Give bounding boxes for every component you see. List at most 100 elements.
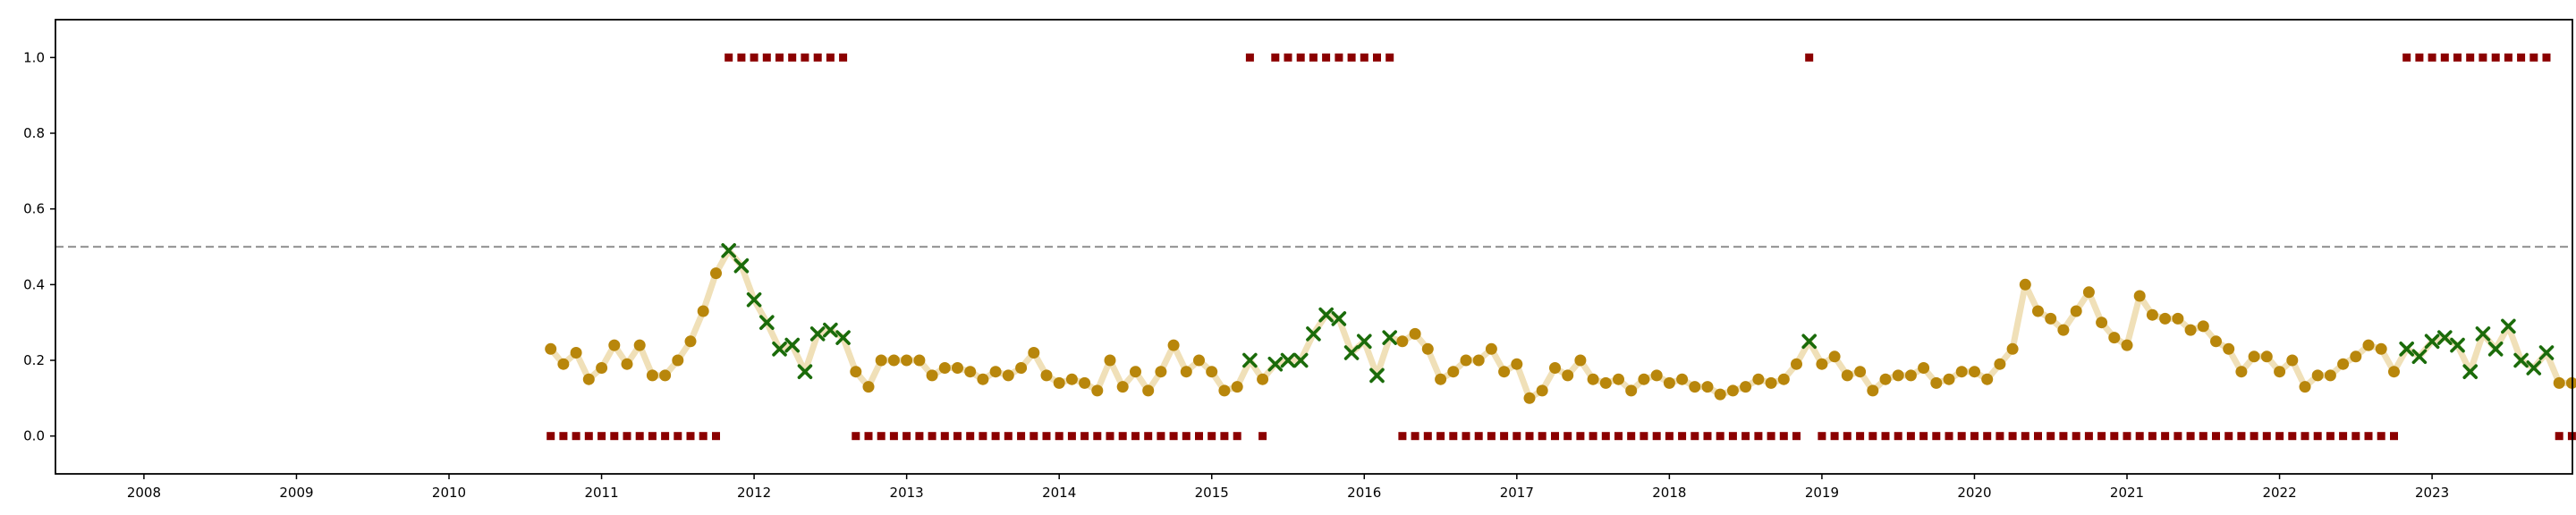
score-point	[1485, 342, 1497, 355]
y-tick-label: 0.6	[23, 201, 45, 217]
label-marker	[2491, 53, 2500, 62]
label-marker	[1347, 53, 1356, 62]
label-marker	[1983, 432, 1992, 441]
score-point	[2286, 354, 2299, 367]
label-marker	[2021, 432, 2029, 441]
score-point	[2210, 335, 2222, 348]
flagged-point	[2462, 364, 2479, 380]
score-point	[1435, 373, 1447, 385]
score-point	[1828, 350, 1841, 363]
label-marker	[1373, 53, 1381, 62]
flagged-point	[2501, 318, 2516, 334]
flagged-point	[835, 330, 851, 345]
label-marker	[2059, 432, 2068, 441]
label-marker	[2224, 432, 2233, 441]
score-point	[1015, 362, 1028, 374]
score-point	[2133, 290, 2146, 302]
label-marker	[1462, 432, 1470, 441]
label-marker	[1131, 432, 1140, 441]
score-point	[1536, 384, 1548, 397]
label-marker	[1665, 432, 1674, 441]
label-marker	[1843, 432, 1852, 441]
score-point	[1841, 369, 1853, 382]
score-point	[862, 381, 875, 393]
flagged-point	[1331, 311, 1347, 326]
score-point	[1867, 384, 1879, 397]
label-marker	[648, 432, 657, 441]
flagged-point	[772, 341, 787, 357]
flagged-point	[1369, 367, 1385, 384]
score-point	[2019, 278, 2031, 291]
score-point	[596, 362, 608, 374]
label-marker	[2262, 432, 2271, 441]
label-marker	[2250, 432, 2258, 441]
score-point	[2337, 358, 2350, 370]
label-marker	[1106, 432, 1114, 441]
label-marker	[635, 432, 644, 441]
score-point	[2184, 324, 2197, 336]
flagged-point	[1306, 326, 1321, 342]
score-point	[1854, 366, 1867, 378]
label-marker	[1601, 432, 1610, 441]
label-marker	[915, 432, 924, 441]
label-marker	[1957, 432, 1966, 441]
score-point	[2082, 286, 2095, 299]
label-marker	[1563, 432, 1572, 441]
score-point	[2375, 342, 2387, 355]
label-marker	[610, 432, 619, 441]
x-tick-label: 2008	[127, 485, 161, 501]
label-marker	[979, 432, 987, 441]
flagged-point	[823, 322, 838, 338]
score-point	[646, 369, 658, 382]
label-marker	[1589, 432, 1597, 441]
label-marker	[1551, 432, 1559, 441]
label-marker	[1728, 432, 1737, 441]
score-point	[2223, 342, 2235, 355]
label-marker	[813, 53, 822, 62]
label-marker	[1500, 432, 1509, 441]
flagged-point	[784, 337, 801, 353]
label-marker	[1576, 432, 1585, 441]
label-marker	[889, 432, 898, 441]
flagged-point	[1343, 345, 1360, 360]
label-marker	[2326, 432, 2334, 441]
label-marker	[2313, 432, 2322, 441]
label-marker	[2275, 432, 2284, 441]
label-marker	[2174, 432, 2182, 441]
flagged-point	[1280, 352, 1296, 368]
score-point	[1918, 362, 1930, 374]
label-marker	[2046, 432, 2055, 441]
score-point	[2248, 350, 2260, 363]
flagged-point	[2487, 341, 2504, 357]
flagged-point	[1801, 333, 1818, 350]
label-marker	[1169, 432, 1178, 441]
score-point	[1409, 327, 1421, 340]
score-point	[1777, 373, 1790, 385]
label-marker	[2339, 432, 2348, 441]
score-points-layer	[545, 242, 2576, 404]
score-point	[545, 342, 557, 355]
flagged-point	[2399, 341, 2414, 357]
label-marker	[877, 432, 886, 441]
label-marker	[1513, 432, 1521, 441]
score-point	[1231, 381, 1243, 393]
label-marker	[1245, 53, 1254, 62]
score-point	[1104, 354, 1116, 367]
score-point	[1625, 384, 1638, 397]
label-marker	[2110, 432, 2119, 441]
label-marker	[2301, 432, 2309, 441]
label-marker	[2084, 432, 2093, 441]
label-marker	[2097, 432, 2106, 441]
score-point	[1065, 373, 1078, 385]
label-marker	[1474, 432, 1483, 441]
label-marker	[1182, 432, 1191, 441]
flagged-point	[2411, 349, 2428, 365]
score-point	[1040, 369, 1053, 382]
label-marker	[826, 53, 835, 62]
label-marker	[1195, 432, 1203, 441]
score-point	[1943, 373, 1955, 385]
score-point	[875, 354, 887, 367]
score-point	[1218, 384, 1231, 397]
score-point	[1206, 366, 1218, 378]
